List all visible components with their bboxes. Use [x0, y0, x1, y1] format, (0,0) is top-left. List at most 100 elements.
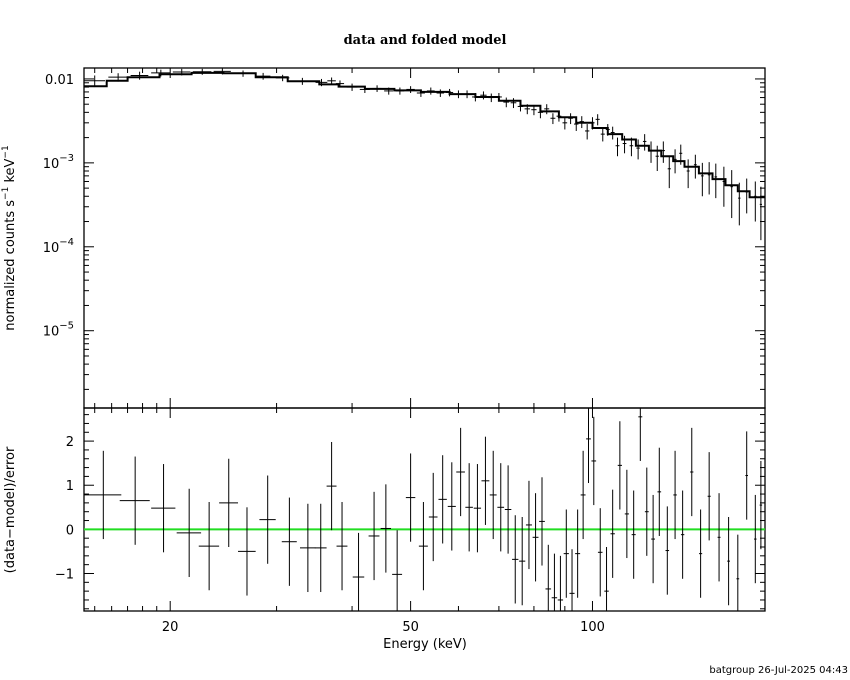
residual-point [717, 493, 721, 582]
residual-point [690, 427, 694, 517]
residual-point [497, 463, 505, 552]
residual-point [326, 441, 337, 531]
data-point [574, 118, 579, 131]
x-tick-label: 50 [402, 620, 419, 635]
residual-point [525, 480, 532, 570]
data-point [629, 137, 634, 157]
data-point [667, 156, 671, 189]
data-point [524, 104, 530, 115]
residual-point [680, 490, 685, 579]
residual-point [707, 452, 711, 541]
data-point [335, 80, 345, 88]
data-point [503, 97, 510, 108]
data-point [610, 126, 615, 140]
data-point [700, 162, 704, 197]
y-tick-label: 1 [66, 479, 74, 494]
footer-stamp: batgroup 26-Jul-2025 04:43 [709, 665, 848, 676]
data-point [395, 87, 405, 95]
residual-point [238, 507, 256, 596]
residual-point [84, 450, 122, 540]
residual-point [665, 506, 670, 595]
residual-point [610, 489, 615, 578]
data-point [488, 93, 495, 103]
data-point [426, 87, 435, 95]
residual-point [198, 501, 220, 591]
data-point [636, 139, 640, 160]
residual-point [754, 494, 757, 584]
data-point [517, 102, 524, 112]
residual-point [504, 465, 512, 554]
data-point [359, 86, 370, 93]
data-point [372, 85, 382, 92]
data-point [151, 69, 171, 77]
residual-point [219, 458, 239, 548]
residual-point [736, 534, 740, 611]
data-point [595, 114, 600, 126]
residual-point [597, 508, 603, 597]
data-point [454, 90, 462, 99]
residual-point [638, 408, 643, 461]
data-point [384, 87, 394, 95]
x-axis-label: Energy (keV) [383, 637, 467, 652]
residual-point [481, 436, 490, 525]
residual-point [352, 532, 365, 611]
residual-point [447, 462, 456, 551]
data-point [495, 92, 502, 102]
top-panel-frame [83, 67, 766, 409]
residual-point [644, 467, 649, 556]
data-point [537, 107, 543, 119]
data-point [600, 128, 605, 142]
data-point [556, 111, 562, 122]
data-point [172, 68, 191, 76]
residual-point [617, 421, 622, 510]
data-point [655, 145, 659, 171]
residual-point [586, 408, 591, 484]
data-point [327, 77, 336, 85]
x-tick-label: 100 [580, 620, 605, 635]
data-point [605, 124, 610, 136]
data-point [213, 68, 231, 75]
data-point [108, 73, 128, 82]
data-point [255, 72, 271, 80]
residual-point [418, 501, 428, 591]
residual-point [151, 464, 176, 553]
data-point [615, 137, 620, 157]
data-point [234, 70, 251, 77]
y-tick-label: 10−5 [43, 321, 74, 340]
residual-point [575, 509, 581, 598]
top-x-ticks [94, 68, 593, 408]
data-point [550, 113, 556, 125]
residual-point [580, 450, 586, 540]
residual-point [519, 517, 526, 606]
residual-point [631, 490, 636, 579]
data-point [315, 78, 328, 87]
residual-point [569, 549, 575, 611]
residual-point [259, 475, 276, 564]
y-tick-label: −1 [55, 567, 74, 582]
data-point [590, 117, 595, 130]
folded-model [84, 71, 765, 199]
bottom-panel-frame [83, 407, 766, 612]
residual-point [392, 530, 403, 611]
residual-point [438, 455, 447, 544]
top-panel: 0.01 10−3 10−4 10−5 normalized counts s−1 k… [1, 67, 766, 409]
bottom-y-ticks: 2 1 0 −1 [55, 414, 765, 610]
residual-point [428, 472, 438, 562]
data-point [445, 88, 454, 97]
data-point [346, 83, 358, 91]
residual-point [624, 469, 629, 559]
data-point [579, 116, 584, 129]
residual-point [551, 553, 558, 611]
residual-point [473, 464, 482, 553]
data-point [275, 74, 290, 82]
residual-point [368, 491, 380, 581]
top-y-ticks: 0.01 10−3 10−4 10−5 [43, 73, 765, 390]
x-tick-label: 20 [162, 620, 179, 635]
residual-point [657, 447, 662, 536]
data-point [84, 75, 106, 88]
data-point [738, 182, 741, 226]
data-point [714, 163, 718, 199]
residual-point [745, 431, 749, 520]
residual-point [465, 463, 473, 552]
